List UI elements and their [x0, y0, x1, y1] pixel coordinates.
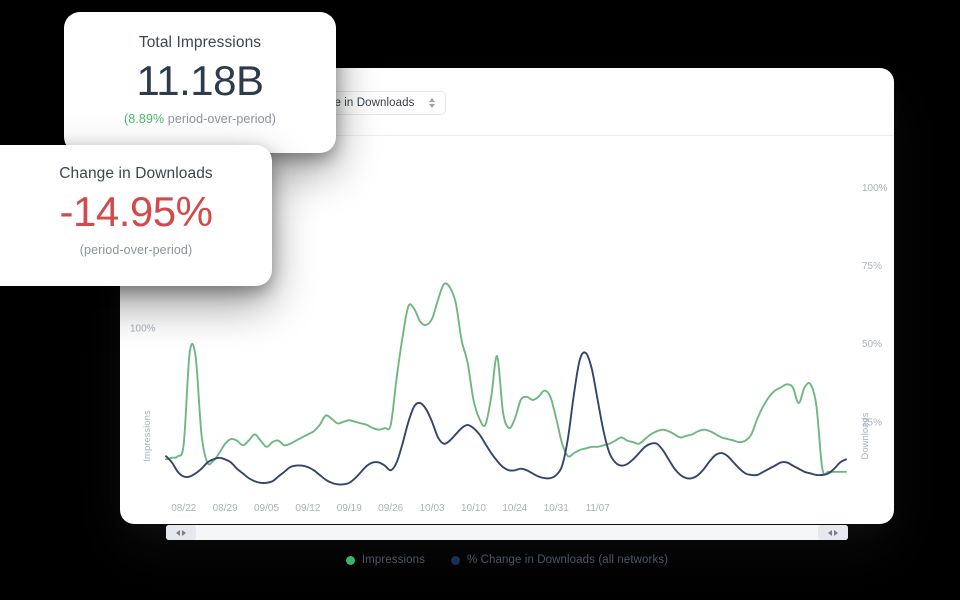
stat-card-value: -14.95%	[59, 188, 213, 235]
range-handle-right[interactable]	[818, 525, 848, 540]
chevron-right-icon	[834, 529, 838, 536]
x-axis-tick: 09/19	[337, 503, 362, 514]
stat-card-subtext: (8.89% period-over-period)	[64, 112, 336, 126]
stat-card-value: 11.18B	[136, 57, 265, 104]
stat-card-title: Total Impressions	[138, 34, 262, 51]
chart-container: 100% 75% 50% 25% 100% Impressions Downloads 08/…	[120, 136, 894, 566]
y-axis-left-title: Impressions	[142, 410, 153, 461]
x-axis-tick: 08/29	[213, 503, 238, 514]
x-axis-tick: 08/22	[171, 503, 196, 514]
up-down-chevron-icon	[428, 96, 437, 110]
x-axis-tick: 09/26	[378, 503, 403, 514]
chart-legend: Impressions % Change in Downloads (all n…	[120, 554, 894, 566]
legend-dot-downloads	[450, 555, 460, 565]
legend-dot-impressions	[345, 555, 355, 565]
y-axis-right-tick: 100%	[862, 183, 888, 194]
x-axis-tick: 09/05	[254, 503, 279, 514]
chevron-left-icon	[828, 529, 832, 536]
y-axis-right-tick: 75%	[862, 261, 882, 272]
x-axis-tick: 10/03	[420, 503, 445, 514]
chart-axes: 100% 75% 50% 25% 100% Impressions Downloads 08/…	[130, 183, 888, 514]
chart-series	[165, 282, 847, 486]
y-axis-right-title: Downloads	[860, 412, 871, 459]
x-axis-tick: 11/07	[586, 503, 611, 514]
stat-card-delta-suffix: period-over-period)	[164, 112, 276, 127]
stat-card-delta: (8.89%	[124, 112, 165, 127]
chevron-right-icon	[182, 529, 186, 536]
stat-card-title: Change in Downloads	[59, 165, 213, 182]
x-axis-tick: 09/12	[295, 503, 320, 514]
y-axis-right-tick: 50%	[862, 339, 882, 350]
chevron-left-icon	[176, 529, 180, 536]
y-axis-left-tick: 100%	[130, 324, 156, 335]
x-axis-tick: 10/31	[544, 503, 569, 514]
line-chart[interactable]: 100% 75% 50% 25% 100% Impressions Downloads 08/…	[120, 136, 894, 524]
chart-range-slider[interactable]	[166, 525, 848, 540]
stat-card-change-in-downloads: Change in Downloads -14.95% (period-over…	[0, 145, 272, 286]
legend-label-impressions: Impressions	[361, 554, 425, 566]
legend-item-downloads[interactable]: % Change in Downloads (all networks)	[450, 554, 669, 566]
y-axis-right-tick: 25%	[862, 417, 882, 428]
metric-select-value: ange in Downloads	[315, 97, 415, 109]
series-line-impressions	[165, 282, 847, 476]
legend-label-downloads: % Change in Downloads (all networks)	[466, 554, 669, 566]
x-axis-tick: 10/24	[502, 503, 527, 514]
stat-card-subtext: (period-over-period)	[79, 243, 193, 258]
legend-item-impressions[interactable]: Impressions	[345, 554, 425, 566]
x-axis-tick: 10/10	[461, 503, 486, 514]
stat-card-total-impressions: Total Impressions 11.18B (8.89% period-o…	[64, 12, 336, 153]
series-line-downloads	[165, 351, 847, 486]
range-handle-left[interactable]	[166, 525, 196, 540]
